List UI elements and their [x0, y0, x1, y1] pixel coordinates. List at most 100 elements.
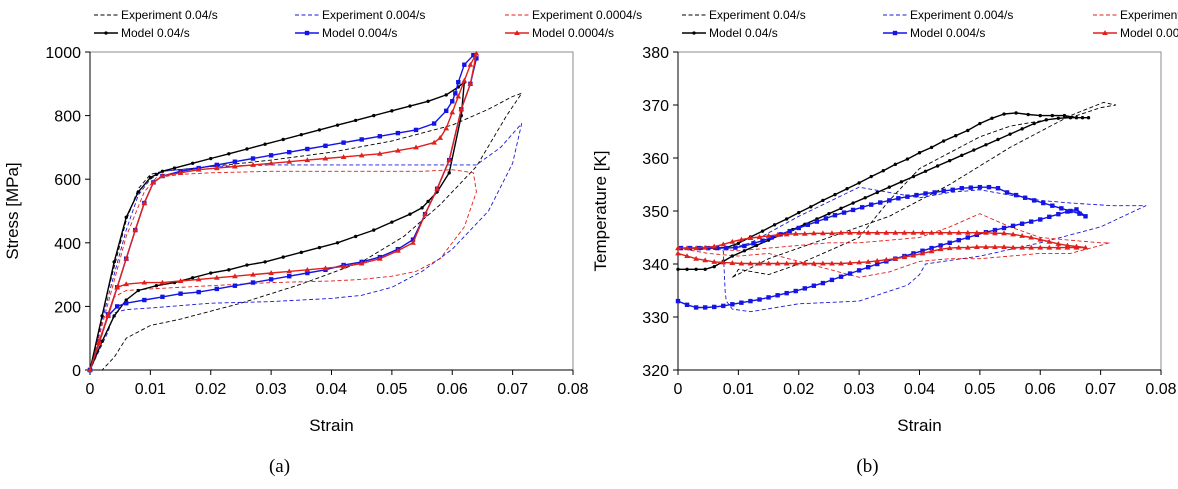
- legend-entry: Model 0.04/s: [682, 26, 778, 40]
- data-point-triangle: [195, 166, 202, 172]
- data-point-circle: [124, 215, 128, 220]
- data-point-triangle: [395, 247, 401, 253]
- data-point-triangle: [514, 30, 520, 36]
- x-tick-label: 0.02: [783, 381, 814, 398]
- data-point-square: [892, 30, 898, 36]
- chart-a: 0 0.01 0.02 0.03 0.04 0.05 0.06 0.07 0.08 0 200 400…: [3, 8, 642, 477]
- data-point-triangle: [973, 244, 980, 250]
- series-model-0-04-s: [88, 80, 467, 372]
- data-point-triangle: [738, 236, 745, 242]
- series-line: [89, 52, 478, 371]
- data-point-triangle: [449, 109, 456, 115]
- legend-label: Experiment 0.0004/s: [1120, 8, 1178, 22]
- data-point-circle: [372, 228, 376, 232]
- data-point-circle: [1032, 121, 1036, 126]
- data-point-circle: [954, 134, 958, 138]
- data-point-square: [721, 303, 726, 309]
- data-point-circle: [1008, 132, 1012, 136]
- data-point-square: [905, 194, 910, 199]
- y-tick-label: 320: [642, 363, 669, 380]
- data-point-triangle: [141, 200, 148, 206]
- data-point-triangle: [801, 260, 808, 266]
- data-point-square: [793, 288, 798, 294]
- data-point-circle: [227, 268, 231, 272]
- data-point-square: [724, 245, 729, 251]
- plot-frame: [677, 51, 1162, 371]
- data-point-triangle: [413, 144, 419, 150]
- data-point-triangle: [250, 271, 256, 277]
- data-point-triangle: [928, 248, 935, 254]
- data-point-triangle: [783, 231, 790, 237]
- data-point-triangle: [1102, 30, 1108, 36]
- data-point-triangle: [232, 163, 238, 169]
- data-point-square: [715, 245, 720, 251]
- data-point-circle: [154, 284, 159, 288]
- data-point-square: [305, 270, 310, 276]
- data-point-triangle: [322, 155, 329, 161]
- data-point-square: [751, 241, 756, 246]
- data-point-triangle: [123, 281, 130, 287]
- data-point-circle: [935, 164, 940, 168]
- data-point-circle: [917, 151, 922, 155]
- data-point-square: [838, 274, 844, 279]
- figure-caption: (a): [269, 456, 290, 477]
- x-tick-label: 0.05: [376, 381, 407, 398]
- data-point-square: [1083, 214, 1088, 219]
- data-point-circle: [857, 181, 861, 185]
- data-point-circle: [154, 172, 159, 177]
- data-point-triangle: [729, 238, 736, 244]
- x-tick-label: 0.04: [316, 381, 347, 398]
- data-point-triangle: [213, 274, 220, 280]
- data-point-circle: [281, 255, 285, 259]
- series-model-0-004-s: [675, 184, 1088, 310]
- data-point-square: [742, 243, 747, 249]
- data-point-circle: [317, 128, 322, 132]
- data-point-triangle: [946, 245, 953, 251]
- data-point-square: [702, 305, 708, 310]
- x-tick-label: 0.08: [557, 381, 588, 398]
- data-point-circle: [911, 174, 916, 179]
- data-point-triangle: [467, 80, 474, 86]
- data-point-triangle: [132, 227, 139, 233]
- data-point-square: [760, 238, 765, 243]
- data-point-square: [453, 91, 458, 96]
- data-point-triangle: [473, 50, 480, 56]
- x-tick-label: 0.03: [844, 381, 875, 398]
- data-point-circle: [1050, 113, 1055, 118]
- data-point-square: [748, 298, 753, 304]
- data-point-circle: [209, 156, 213, 161]
- data-point-triangle: [874, 229, 881, 235]
- series-model-0-004-s: [87, 52, 479, 373]
- data-point-square: [1010, 223, 1016, 229]
- data-point-square: [992, 227, 998, 233]
- data-point-triangle: [96, 338, 102, 344]
- data-point-triangle: [955, 229, 962, 235]
- y-axis-label: Temperature [K]: [591, 151, 610, 272]
- data-point-triangle: [810, 230, 817, 236]
- data-point-triangle: [1010, 244, 1016, 250]
- data-point-triangle: [711, 259, 718, 264]
- data-point-triangle: [829, 230, 835, 236]
- data-point-triangle: [693, 245, 699, 251]
- data-point-triangle: [340, 263, 347, 269]
- legend-entry: Model 0.004/s: [295, 26, 397, 40]
- data-point-square: [950, 187, 955, 192]
- series-line: [89, 54, 478, 371]
- data-point-circle: [190, 161, 195, 165]
- data-point-circle: [1074, 116, 1079, 120]
- data-point-square: [1022, 195, 1028, 200]
- x-tick-label: 0.04: [904, 381, 935, 398]
- data-point-square: [413, 127, 419, 133]
- data-point-square: [684, 302, 690, 308]
- data-point-square: [869, 202, 874, 207]
- data-point-triangle: [434, 185, 441, 191]
- data-point-triangle: [358, 152, 365, 158]
- data-point-triangle: [910, 252, 917, 258]
- data-point-circle: [172, 166, 177, 170]
- data-point-circle: [160, 169, 165, 173]
- data-point-triangle: [992, 244, 998, 250]
- data-point-triangle: [1037, 236, 1044, 242]
- data-point-triangle: [1019, 233, 1025, 238]
- series-line: [89, 81, 465, 371]
- data-point-triangle: [268, 160, 274, 166]
